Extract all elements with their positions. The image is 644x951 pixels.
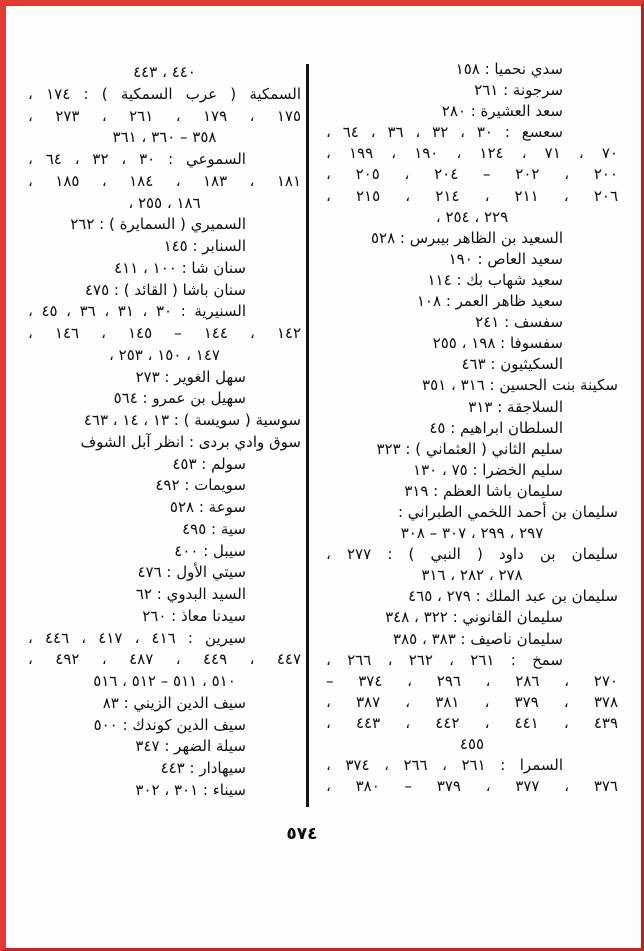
index-line: ٢٩٧ ، ٢٩٩ ، ٣٠٧ – ٣٠٨: [400, 524, 544, 543]
index-line: سيناء : ٣٠١ ، ٣٠٢: [135, 780, 246, 799]
index-line: السمكية ( عرب السمكية ) : ١٧٤ ،: [28, 84, 302, 103]
column-divider-rule: [306, 64, 309, 807]
index-line: سمخ : ٢٦١ ، ٢٦٢ ، ٢٦٦ ،: [326, 650, 563, 669]
index-line: ١٨١ ، ١٨٣ ، ١٨٤ ، ١٨٥ ،: [28, 171, 302, 190]
index-line: سنان باشا ( القائد ) : ٤٧٥: [84, 280, 246, 299]
index-line: ٣٥٨ – ٣٦٠ ، ٣٦١: [112, 128, 217, 147]
index-line: سعيد ظاهر العمر : ١٠٨: [416, 292, 563, 311]
index-line: ٤٣٩ ، ٤٤١ ، ٤٤٢ ، ٤٤٣ ،: [326, 713, 618, 732]
index-line: سليمان ناصيف : ٣٨٣ ، ٣٨٥: [393, 629, 563, 648]
index-line: سيف الدين كوندك : ٥٠٠: [93, 715, 246, 734]
index-line: السنيرية : ٣٠ ، ٣١ ، ٣٦ ، ٤٥ ،: [28, 302, 246, 321]
index-line: سعد العشيرة : ٢٨٠: [441, 102, 563, 121]
index-line: ٢٧٠ ، ٢٨٦ ، ٢٩٦ ، ٣٧٤ –: [326, 671, 618, 690]
index-line: سيدنا معاذ : ٢٦٠: [142, 606, 246, 625]
index-line: سولم : ٤٥٣: [172, 454, 246, 473]
index-line: السمرا : ٢٦١ ، ٢٦٦ ، ٣٧٤ ،: [326, 756, 564, 775]
index-line: سليمان القانوني : ٣٢٢ ، ٣٤٨: [385, 608, 563, 627]
index-line: سليمان باشا العظم : ٣١٩: [404, 481, 563, 500]
index-line: سليمان بن أحمد اللخمي الطبراني :: [397, 502, 618, 521]
index-line: ٣٧٨ ، ٣٧٩ ، ٣٨١ ، ٣٨٧ ،: [326, 692, 618, 711]
index-line: السيد البدوي : ٦٢: [135, 585, 246, 603]
index-line: ١٤٢ ، ١٤٤ – ١٤٥ ، ١٤٦ ،: [28, 324, 301, 342]
index-column-right: سدي نحميا : ١٥٨ سرجونة : ٢٦١ سعد العشيرة :…: [326, 59, 618, 797]
index-line: السميري ( السمايرة ) : ٢٦٢: [70, 215, 246, 234]
index-line: سوعة : ٥٢٨: [169, 498, 246, 516]
index-line: سليمان بن عبد الملك : ٢٧٩ ، ٤٦٥: [408, 587, 618, 606]
index-line: السنابر : ١٤٥: [163, 237, 246, 255]
index-line: ٤٤٠ ، ٤٤٣: [133, 63, 196, 81]
page-number: ٥٧٤: [286, 824, 318, 844]
index-line: ٢٠٦ ، ٢١١ ، ٢١٤ ، ٢١٥ ،: [326, 186, 618, 205]
index-line: سعيد العاص : ١٩٠: [448, 249, 563, 268]
index-line: سية : ٤٩٥: [182, 519, 246, 538]
index-line: سيهادار : ٤٤٣: [160, 759, 246, 777]
index-column-left: ٤٤٠ ، ٤٤٣ السمكية ( عرب السمكية ) : ١٧٤ ،…: [28, 62, 301, 802]
index-line: ١٨٦ ، ٢٥٥ ،: [128, 193, 201, 212]
index-line: ٢٠٠ ، ٢٠٢ – ٢٠٤ ، ٢٠٥ ،: [326, 165, 618, 184]
index-line: سعيد شهاب بك : ١١٤: [427, 270, 564, 289]
index-line: ٤٥٥: [459, 735, 485, 753]
index-line: سيف الدين الزيني : ٨٣: [102, 693, 246, 712]
index-line: السموعي : ٣٠ ، ٣٢ ، ٦٤ ،: [28, 150, 246, 168]
index-line: السكيثيون : ٤٦٣: [461, 355, 563, 374]
index-line: السلطان ابراهيم : ٤٥: [429, 418, 563, 437]
index-line: ٥١٠ ، ٥١١ – ٥١٢ ، ٥١٦: [93, 672, 236, 690]
index-line: سيتي الأول : ٤٧٦: [137, 563, 246, 582]
index-line: ١٤٧ ، ١٥٠ ، ٢٥٣ ،: [109, 345, 220, 364]
index-line: السعيد بن الظاهر بيبرس : ٥٢٨: [370, 228, 563, 247]
index-line: سيرين : ٤١٦ ، ٤١٧ ، ٤٤٦ ،: [28, 628, 246, 647]
page-number-container: ٥٧٤: [0, 824, 644, 844]
index-line: ٢٢٩ ، ٢٥٤ ،: [435, 207, 509, 226]
index-line: سليمان بن داود ( النبي ) : ٢٧٧ ،: [326, 545, 619, 564]
index-line: سفسوفا : ١٩٨ ، ٢٥٥: [432, 334, 563, 353]
index-line: سنان شا : ١٠٠ ، ٤١١: [114, 258, 246, 277]
index-line: سيلة الضهر : ٣٤٧: [135, 737, 246, 756]
index-line: سدي نحميا : ١٥٨: [455, 60, 563, 78]
index-line: سليم الثاني ( العثماني ) : ٣٢٣: [376, 439, 563, 458]
index-line: سيبل : ٤٠٠: [174, 541, 246, 560]
index-line: سوق وادي بردى : انظر آبل الشوف: [80, 432, 301, 451]
index-line: سهيل بن عمرو : ٥٦٤: [113, 389, 246, 408]
index-line: سويمات : ٤٩٢: [155, 476, 246, 495]
index-line: السلاجقة : ٣١٣: [468, 397, 563, 416]
index-line: ٢٧٨ ، ٢٨٢ ، ٣١٦: [421, 566, 523, 585]
index-line: ٤٤٧ ، ٤٤٩ ، ٤٨٧ ، ٤٩٢ ،: [28, 650, 302, 669]
index-line: سليم الخضرا : ٧٥ ، ١٣٠: [413, 460, 563, 479]
index-line: سكينة بنت الحسين : ٣١٦ ، ٣٥١: [422, 376, 618, 395]
index-line: سفسف : ٢٤١: [475, 313, 563, 332]
index-line: ١٧٥ ، ١٧٩ ، ٢٦١ ، ٢٧٣ ،: [28, 106, 302, 125]
index-line: سهل الغوير : ٢٧٣: [135, 367, 246, 386]
index-line: سعسع : ٣٠ ، ٣٢ ، ٣٦ ، ٦٤ ،: [326, 123, 563, 142]
index-line: سرجونة : ٢٦١: [474, 81, 563, 100]
index-line: ٧٠ ، ٧١ ، ١٢٤ ، ١٩٠ ، ١٩٩ ،: [326, 144, 618, 163]
index-line: ٣٧٦ ، ٣٧٧ ، ٣٧٩ – ٣٨٠ ،: [326, 777, 618, 796]
index-line: سوسية ( سويسة ) : ١٣ ، ١٤ ، ٤٦٣: [83, 411, 301, 429]
